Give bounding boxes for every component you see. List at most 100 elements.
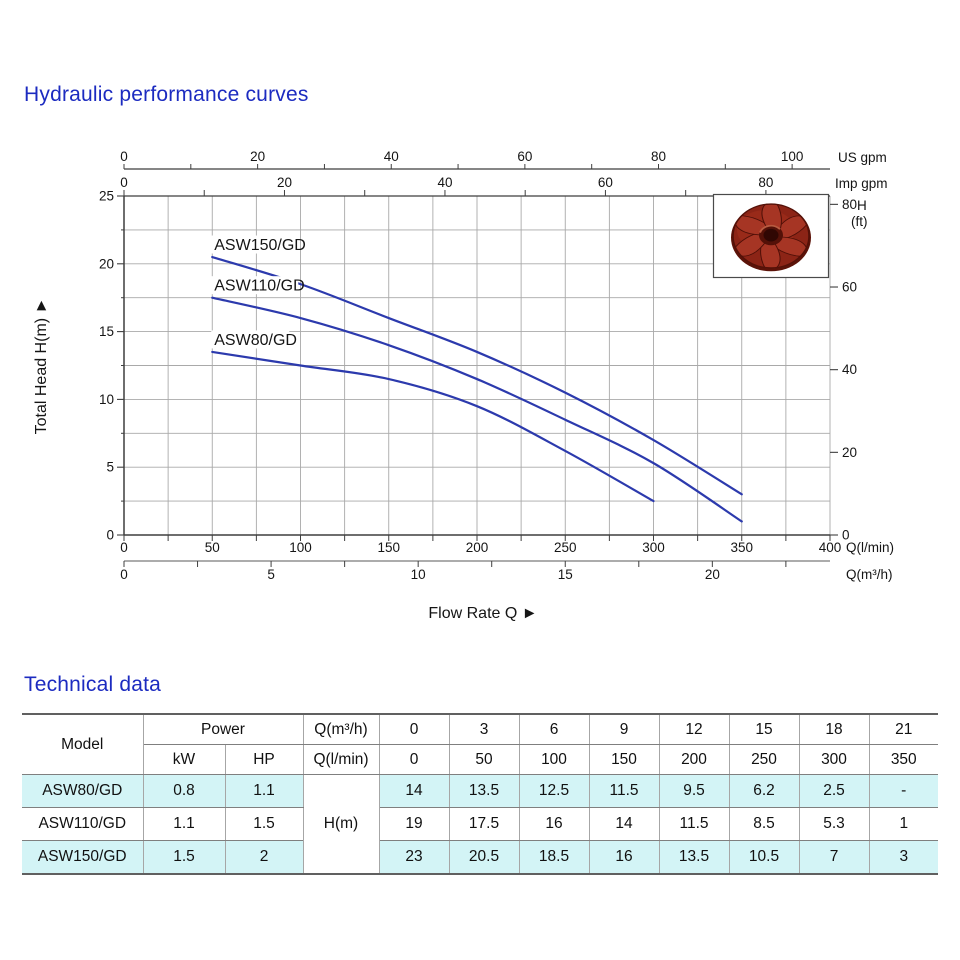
flow-m3h-value-header: 3 <box>448 713 520 745</box>
head-value-cell: 6.2 <box>728 774 800 808</box>
x-axis-tick-label: 400 <box>819 540 842 555</box>
head-value-cell: 5.3 <box>798 807 870 841</box>
power-column-header: Power <box>142 713 304 745</box>
table-header-row-2: kW HP Q(l/min) 0 50 100 150 200 250 300 350 <box>22 744 938 775</box>
head-value-cell: 14 <box>588 807 660 841</box>
impgpm-axis-label: Imp gpm <box>835 176 888 191</box>
ft-tick-label: 40 <box>842 362 857 377</box>
flow-lmin-unit-header: Q(l/min) <box>302 744 380 775</box>
section-title-hydraulic-curves: Hydraulic performance curves <box>24 83 309 106</box>
pump-curve-asw150-gd <box>211 255 743 496</box>
head-value-cell: 2.5 <box>798 774 870 808</box>
ft-axis-label-ft: (ft) <box>851 214 868 229</box>
table-row-asw110-gd: ASW110/GD 1.1 1.5 19 17.5 16 14 11.5 8.5 5.3 1 <box>22 807 938 841</box>
flow-m3h-value-header: 15 <box>728 713 800 745</box>
m3h-tick-label: 15 <box>558 567 573 582</box>
impgpm-tick-label: 40 <box>437 175 452 190</box>
usgpm-tick-label: 20 <box>250 149 265 164</box>
head-value-cell: 9.5 <box>658 774 730 808</box>
ft-tick-label: 60 <box>842 280 857 295</box>
impgpm-tick-label: 60 <box>598 175 613 190</box>
y-axis-tick-label: 10 <box>99 392 114 407</box>
section-title-technical-data: Technical data <box>24 673 162 696</box>
head-value-cell: 17.5 <box>448 807 520 841</box>
usgpm-tick-label: 0 <box>120 149 128 164</box>
x-axis-tick-label: 100 <box>289 540 312 555</box>
x-axis-title: Flow Rate Q ► <box>428 605 537 622</box>
head-value-cell: 3 <box>868 840 938 875</box>
q-m3h-axis-label: Q(m³/h) <box>846 567 893 582</box>
y-axis-tick-label: 5 <box>106 460 114 475</box>
head-value-cell: 14 <box>378 774 450 808</box>
usgpm-axis-label: US gpm <box>838 150 887 165</box>
table-row-asw150-gd: ASW150/GD 1.5 2 23 20.5 18.5 16 13.5 10.5 7 3 <box>22 840 938 875</box>
x-axis-tick-label: 150 <box>377 540 400 555</box>
impgpm-tick-label: 20 <box>277 175 292 190</box>
model-cell: ASW150/GD <box>22 840 144 875</box>
y-axis-tick-label: 20 <box>99 256 114 271</box>
head-value-cell: 11.5 <box>658 807 730 841</box>
m3h-tick-label: 10 <box>411 567 426 582</box>
y-axis-tick-label: 25 <box>99 189 114 204</box>
table-header-row-1: Model Power Q(m³/h) 0 3 6 9 12 15 18 21 <box>22 713 938 775</box>
head-value-cell: 18.5 <box>518 840 590 875</box>
pump-impeller-image <box>712 193 830 279</box>
table-row-asw80-gd: ASW80/GD 0.8 1.1 H(m) 14 13.5 12.5 11.5 9.5 6.2 2.… <box>22 774 938 875</box>
pump-curve-asw110-gd <box>211 296 743 523</box>
usgpm-tick-label: 60 <box>517 149 532 164</box>
x-axis-tick-label: 50 <box>205 540 220 555</box>
m3h-tick-label: 5 <box>267 567 275 582</box>
impeller-rim <box>732 203 810 269</box>
head-value-cell: 1 <box>868 807 938 841</box>
flow-lmin-value-header: 50 <box>448 744 520 775</box>
flow-lmin-value-header: 0 <box>378 744 450 775</box>
power-kw-cell: 0.8 <box>142 774 226 808</box>
flow-m3h-value-header: 9 <box>588 713 660 745</box>
head-value-cell: 20.5 <box>448 840 520 875</box>
impeller-hub-bore <box>763 228 779 242</box>
impgpm-tick-label: 80 <box>758 175 773 190</box>
curve-label: ASW110/GD <box>214 278 304 295</box>
power-kw-cell: 1.1 <box>142 807 226 841</box>
flow-m3h-value-header: 12 <box>658 713 730 745</box>
y-axis-tick-label: 0 <box>106 528 114 543</box>
x-axis-tick-label: 350 <box>730 540 753 555</box>
m3h-tick-label: 0 <box>120 567 128 582</box>
ft-tick-label: 80 <box>842 197 857 212</box>
ft-axis-label-h: H <box>857 198 867 213</box>
flow-lmin-value-header: 200 <box>658 744 730 775</box>
usgpm-tick-label: 100 <box>781 149 804 164</box>
hp-column-header: HP <box>224 744 304 775</box>
ft-tick-label: 0 <box>842 528 850 543</box>
power-hp-cell: 1.1 <box>224 774 304 808</box>
kw-column-header: kW <box>143 744 226 775</box>
usgpm-tick-label: 80 <box>651 149 666 164</box>
x-axis-tick-label: 250 <box>554 540 577 555</box>
flow-lmin-value-header: 250 <box>728 744 800 775</box>
flow-lmin-value-header: 300 <box>798 744 870 775</box>
y-axis-tick-label: 15 <box>99 324 114 339</box>
power-hp-cell: 2 <box>224 840 304 875</box>
flow-lmin-value-header: 100 <box>518 744 590 775</box>
head-value-cell: 13.5 <box>448 774 520 808</box>
pump-curve-asw80-gd <box>211 350 655 503</box>
head-value-cell: 23 <box>378 840 450 875</box>
head-value-cell: 16 <box>518 807 590 841</box>
ft-tick-label: 20 <box>842 445 857 460</box>
head-value-cell: - <box>868 774 938 808</box>
head-value-cell: 8.5 <box>728 807 800 841</box>
flow-m3h-value-header: 18 <box>798 713 870 745</box>
model-cell: ASW110/GD <box>22 807 144 841</box>
flow-m3h-unit-header: Q(m³/h) <box>302 713 380 745</box>
m3h-tick-label: 20 <box>705 567 720 582</box>
head-value-cell: 10.5 <box>728 840 800 875</box>
head-unit-cell: H(m) <box>302 774 380 875</box>
head-value-cell: 19 <box>378 807 450 841</box>
flow-lmin-value-header: 150 <box>588 744 660 775</box>
flow-m3h-value-header: 6 <box>518 713 590 745</box>
head-value-cell: 7 <box>798 840 870 875</box>
usgpm-tick-label: 40 <box>384 149 399 164</box>
model-column-header: Model <box>22 713 144 775</box>
